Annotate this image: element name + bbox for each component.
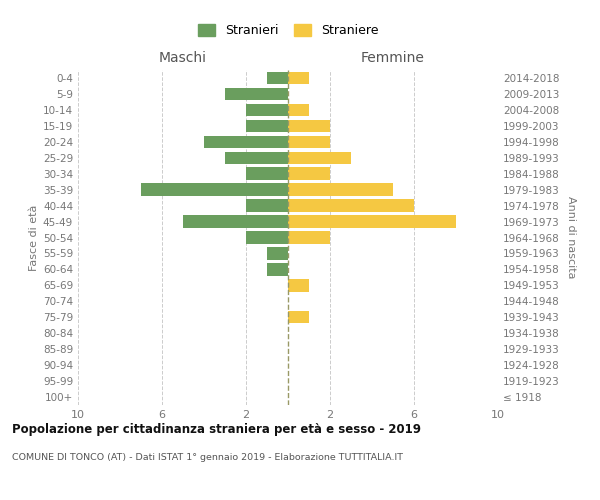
Bar xyxy=(267,263,288,276)
Bar xyxy=(288,152,351,164)
Bar xyxy=(225,152,288,164)
Text: Maschi: Maschi xyxy=(159,51,207,65)
Bar xyxy=(246,120,288,132)
Bar xyxy=(288,120,330,132)
Text: COMUNE DI TONCO (AT) - Dati ISTAT 1° gennaio 2019 - Elaborazione TUTTITALIA.IT: COMUNE DI TONCO (AT) - Dati ISTAT 1° gen… xyxy=(12,452,403,462)
Bar xyxy=(204,136,288,148)
Bar xyxy=(288,136,330,148)
Bar xyxy=(267,72,288,84)
Bar xyxy=(288,184,393,196)
Bar xyxy=(246,168,288,180)
Bar xyxy=(246,104,288,116)
Bar xyxy=(288,232,330,243)
Bar xyxy=(288,311,309,324)
Bar xyxy=(141,184,288,196)
Bar xyxy=(288,104,309,116)
Legend: Stranieri, Straniere: Stranieri, Straniere xyxy=(197,24,379,38)
Bar xyxy=(288,168,330,180)
Bar xyxy=(225,88,288,100)
Bar xyxy=(288,279,309,291)
Bar xyxy=(288,72,309,84)
Y-axis label: Anni di nascita: Anni di nascita xyxy=(566,196,576,279)
Text: Popolazione per cittadinanza straniera per età e sesso - 2019: Popolazione per cittadinanza straniera p… xyxy=(12,422,421,436)
Bar xyxy=(267,247,288,260)
Bar xyxy=(246,232,288,243)
Bar xyxy=(246,200,288,212)
Bar xyxy=(183,216,288,228)
Bar xyxy=(288,200,414,212)
Bar xyxy=(288,216,456,228)
Text: Femmine: Femmine xyxy=(361,51,425,65)
Y-axis label: Fasce di età: Fasce di età xyxy=(29,204,39,270)
